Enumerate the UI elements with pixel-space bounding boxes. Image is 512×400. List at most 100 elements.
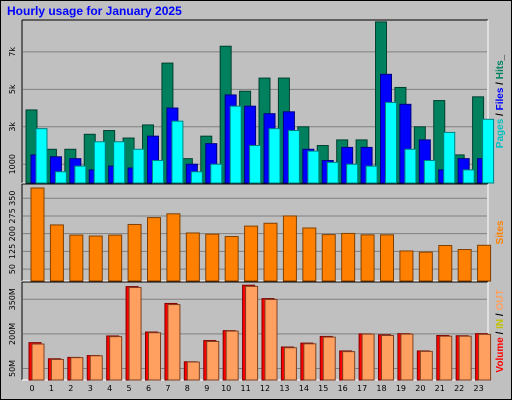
x-tick-label: 22 [454, 384, 464, 393]
y-tick-label: 350 [8, 191, 17, 206]
x-tick-label: 1 [49, 384, 54, 393]
hits-files-pages-bar-s2-h7 [171, 120, 184, 184]
sites-bar-s0-h7 [166, 213, 181, 282]
hits-files-pages-bar-s2-h8 [190, 171, 203, 184]
sites-bar-s0-h19 [399, 250, 414, 282]
sites-bar-s0-h9 [205, 233, 220, 282]
hits-files-pages-bar-s2-h11 [249, 145, 262, 184]
hits-files-pages-bar-s2-h16 [346, 163, 359, 184]
hits-files-pages-bar-s2-h23 [482, 118, 495, 184]
y-tick-label: 200 [8, 226, 17, 241]
sites-bar-s0-h13 [282, 215, 297, 282]
volume-bar-s1-h21 [439, 335, 453, 381]
volume-panel: 50M 200M 350M Volume / IN / OUT [8, 281, 506, 381]
x-tick-label: 12 [260, 384, 270, 393]
x-tick-label: 13 [279, 384, 289, 393]
volume-bar-s1-h14 [303, 343, 317, 381]
volume-bar-s1-h4 [109, 336, 123, 381]
hits-files-pages-bar-s2-h13 [287, 130, 300, 184]
volume-bar-s1-h12 [264, 299, 278, 381]
sites-side-label: Sites [495, 220, 506, 244]
x-tick-label: 0 [29, 384, 34, 393]
hits-files-pages-bar-s2-h6 [152, 160, 164, 184]
hits-files-pages-panel: 1000 3k 5k 7k Pages / Files / Hits_ [8, 19, 506, 184]
x-tick-label: 10 [221, 384, 231, 393]
x-tick-label: 14 [299, 384, 309, 393]
sites-bar-s0-h20 [418, 251, 433, 282]
volume-bar-s1-h2 [70, 357, 84, 381]
volume-bar-s1-h19 [400, 333, 414, 381]
sites-bar-s0-h6 [147, 217, 161, 282]
y-tick-label: 275 [8, 208, 17, 223]
sites-bar-s0-h21 [438, 245, 453, 282]
x-tick-label: 3 [88, 384, 93, 393]
volume-bar-s1-h1 [50, 358, 64, 381]
volume-bar-s1-h10 [225, 330, 239, 381]
sites-bar-s0-h10 [224, 236, 239, 282]
x-tick-label: 21 [435, 384, 445, 393]
hits-files-pages-bar-s2-h21 [443, 131, 456, 184]
y-tick-label: 350M [8, 288, 17, 310]
volume-bar-s1-h13 [283, 347, 297, 381]
x-tick-label: 23 [473, 384, 483, 393]
hits-files-pages-bar-s2-h12 [268, 128, 281, 184]
hits-files-pages-bar-s2-h17 [365, 165, 378, 184]
sites-bar-s0-h8 [185, 232, 200, 282]
sites-bar-s0-h12 [263, 222, 278, 282]
volume-bar-s1-h16 [342, 351, 356, 381]
sites-bar-s0-h1 [49, 224, 64, 282]
hits-files-pages-bar-s2-h4 [113, 141, 126, 184]
y-tick-label: 3k [8, 122, 17, 132]
x-tick-label: 18 [376, 384, 386, 393]
volume-bar-s1-h3 [89, 355, 103, 381]
sites-bar-s0-h22 [457, 249, 472, 282]
volume-bar-s1-h5 [128, 287, 142, 381]
y-tick-label: 7k [8, 47, 17, 57]
volume-bar-s1-h6 [148, 332, 161, 381]
volume-bar-s1-h0 [31, 343, 45, 381]
volume-bar-s1-h23 [478, 333, 492, 381]
x-tick-label: 4 [107, 384, 112, 393]
volume-bar-s1-h22 [458, 335, 472, 381]
x-tick-label: 9 [204, 384, 209, 393]
sites-bar-s0-h2 [69, 234, 84, 282]
hits-files-pages-bar-s2-h10 [229, 105, 242, 184]
sites-bar-s0-h15 [321, 234, 336, 282]
sites-bar-s0-h18 [380, 234, 394, 282]
x-tick-label: 5 [127, 384, 132, 393]
x-tick-label: 11 [240, 384, 250, 393]
hits-files-pages-bar-s2-h18 [385, 101, 397, 184]
hits-files-pages-bar-s2-h2 [74, 165, 87, 184]
sites-bar-s0-h23 [477, 244, 492, 282]
volume-bar-s1-h15 [322, 336, 336, 381]
y-tick-label: 50M [8, 360, 17, 377]
hits-files-pages-bar-s2-h20 [423, 160, 436, 184]
sites-bar-s0-h5 [127, 223, 142, 282]
volume-bar-s1-h11 [245, 285, 259, 381]
x-tick-label: 19 [396, 384, 406, 393]
y-tick-label: 125 [8, 244, 17, 259]
volume-bar-s1-h18 [381, 334, 394, 381]
hits-files-pages-bar-s2-h19 [404, 148, 417, 184]
x-tick-label: 2 [68, 384, 73, 393]
sites-bar-s0-h17 [360, 234, 375, 282]
volume-bar-s1-h17 [361, 333, 375, 381]
x-tick-label: 7 [165, 384, 170, 393]
hits-files-pages-side-label: Pages / Files / Hits_ [495, 54, 506, 148]
hits-files-pages-bar-s2-h0 [35, 128, 48, 184]
hits-files-pages-bar-s2-h22 [462, 169, 475, 184]
volume-bar-s1-h9 [206, 340, 220, 381]
volume-bar-s1-h20 [419, 350, 433, 381]
volume-bar-s1-h8 [186, 361, 200, 381]
sites-bar-s0-h3 [88, 235, 103, 282]
hits-files-pages-bar-s2-h14 [307, 150, 320, 184]
chart-title: Hourly usage for January 2025 [7, 4, 182, 18]
hits-files-pages-bar-s2-h9 [210, 163, 223, 184]
x-tick-label: 16 [338, 384, 348, 393]
sites-bar-s0-h11 [244, 225, 259, 282]
volume-side-label: Volume / IN / OUT [495, 289, 506, 372]
sites-panel: 50 125 200 275 350 Sites [8, 183, 506, 282]
sites-bar-s0-h16 [341, 232, 356, 282]
sites-bar-s0-h0 [30, 187, 45, 282]
